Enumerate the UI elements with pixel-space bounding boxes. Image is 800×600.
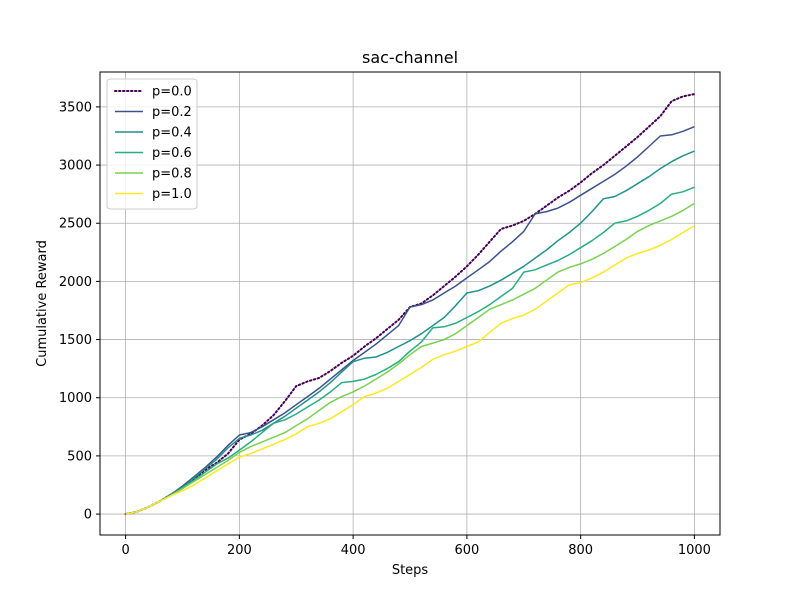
x-tick-label: 600 [454,543,479,558]
y-tick-label: 0 [84,508,92,523]
plot-frame [99,71,721,536]
legend-label: p=1.0 [152,187,192,202]
y-tick-label: 3500 [59,100,92,115]
legend-label: p=0.2 [152,105,192,120]
x-tick-label: 400 [341,543,366,558]
series-line-2 [125,126,695,515]
series-line-6 [125,224,695,515]
x-tick-label: 1000 [678,543,711,558]
legend-label: p=0.8 [152,167,192,182]
y-tick-label: 1000 [59,391,92,406]
y-tick-label: 3000 [59,159,92,174]
x-tick-label: 0 [121,543,129,558]
legend-label: p=0.4 [152,126,192,141]
y-axis-ticks: 0 500 1000 1500 2000 2500 3000 3500 [59,100,100,523]
x-tick-label: 800 [568,543,593,558]
chart-title: sac-channel [362,48,458,67]
y-tick-label: 500 [67,449,92,464]
gridlines [100,72,720,535]
series-line-4 [125,186,695,515]
x-tick-label: 200 [227,543,252,558]
y-axis-label: Cumulative Reward [35,240,50,367]
series-line-3 [125,150,695,515]
legend-label: p=0.6 [152,146,192,161]
y-tick-label: 2000 [59,275,92,290]
x-axis-ticks: 0 200 400 600 800 1000 [121,535,711,558]
legend-label: p=0.0 [152,85,192,100]
series-line-5 [125,202,695,515]
x-axis-label: Steps [392,563,429,578]
series-group [124,93,696,516]
legend: p=0.0 p=0.2 p=0.4 p=0.6 p=0.8 p=1.0 [106,78,198,210]
y-tick-label: 2500 [59,217,92,232]
y-tick-label: 1500 [59,333,92,348]
